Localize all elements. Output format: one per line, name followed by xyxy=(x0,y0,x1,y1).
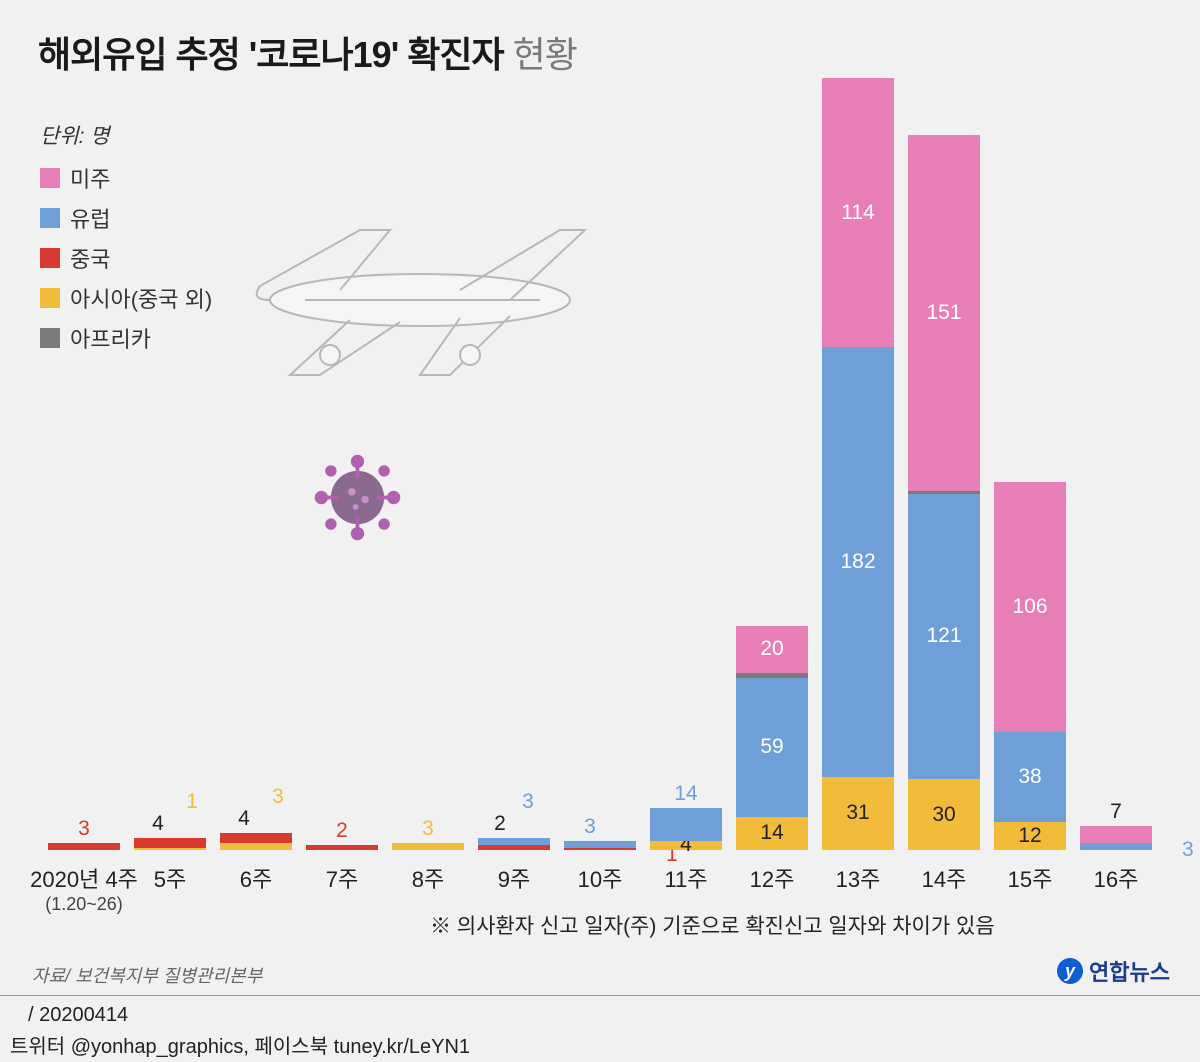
bar-segment-china: 1 xyxy=(564,848,636,850)
divider xyxy=(0,995,1200,996)
bar xyxy=(478,838,550,850)
x-axis-label: 10주 xyxy=(555,862,645,894)
value-label: 12 xyxy=(994,824,1066,848)
bar-segment-europe: 3 xyxy=(1080,843,1152,850)
value-label: 4 xyxy=(208,807,280,831)
value-label: 2 xyxy=(306,819,378,843)
value-label: 182 xyxy=(822,550,894,574)
bar: 4 xyxy=(650,808,722,850)
x-axis-label: 6주 xyxy=(211,862,301,894)
bar-segment-europe xyxy=(564,841,636,848)
x-axis-label: 7주 xyxy=(297,862,387,894)
value-label: 20 xyxy=(736,637,808,661)
value-label: 3 xyxy=(392,817,464,841)
x-axis-label: 14주 xyxy=(899,862,989,894)
bar-segment-africa: 1 xyxy=(908,491,980,493)
value-label: 38 xyxy=(994,765,1066,789)
chart-note: ※ 의사환자 신고 일자(주) 기준으로 확진신고 일자와 차이가 있음 xyxy=(430,910,995,940)
bar-segment-asia: 30 xyxy=(908,779,980,850)
bar-segment-europe: 121 xyxy=(908,494,980,780)
value-label: 3 xyxy=(554,815,626,839)
bar-segment-china xyxy=(134,838,206,847)
logo-mark: y xyxy=(1057,958,1083,984)
bar-segment-asia: 14 xyxy=(736,817,808,850)
value-label: 3 xyxy=(1182,838,1194,862)
bar-segment-asia: 12 xyxy=(994,822,1066,850)
x-axis-label: 8주 xyxy=(383,862,473,894)
title-bold: 해외유입 추정 '코로나19' 확진자 xyxy=(38,34,504,75)
value-label: 14 xyxy=(736,821,808,845)
bar: 30 121 1 151 xyxy=(908,135,980,850)
bar-segment-china xyxy=(48,843,120,850)
bar-segment-africa: 2 xyxy=(736,673,808,678)
value-label: 106 xyxy=(994,595,1066,619)
bar xyxy=(134,838,206,850)
bar: 12 38 106 xyxy=(994,482,1066,850)
bar: 31 182 114 xyxy=(822,78,894,850)
bar-segment-asia: 31 xyxy=(822,777,894,850)
value-label: 59 xyxy=(736,735,808,759)
chart: 3143423231341414592203118211430121115112… xyxy=(40,70,1160,850)
value-label: 4 xyxy=(122,812,194,836)
footer-date: / 20200414 xyxy=(28,1004,128,1027)
bar: 3 xyxy=(1080,826,1152,850)
value-label: 7 xyxy=(1080,800,1152,824)
bar-segment-china xyxy=(306,845,378,850)
x-axis-label: 15주 xyxy=(985,862,1075,894)
title-thin: 현황 xyxy=(513,34,577,75)
bar-segment-asia xyxy=(220,843,292,850)
bar xyxy=(306,845,378,850)
value-label: 14 xyxy=(650,782,722,806)
bar-segment-asia xyxy=(392,843,464,850)
bar-segment-asia: 4 xyxy=(650,841,722,850)
infographic-canvas: 해외유입 추정 '코로나19' 확진자 현황 단위: 명 미주유럽중국아시아(중… xyxy=(0,0,1200,1062)
value-label: 114 xyxy=(822,201,894,225)
x-axis-label: 12주 xyxy=(727,862,817,894)
bar xyxy=(220,833,292,850)
x-axis-label: 5주 xyxy=(125,862,215,894)
bar-segment-americas xyxy=(1080,826,1152,843)
bar-segment-asia xyxy=(134,848,206,850)
value-label: 2 xyxy=(464,812,536,836)
chart-plot: 3143423231341414592203118211430121115112… xyxy=(40,70,1160,850)
value-label: 3 xyxy=(242,785,314,809)
data-source: 자료/ 보건복지부 질병관리본부 xyxy=(32,962,262,988)
bar-segment-china xyxy=(220,833,292,842)
bar-segment-europe: 182 xyxy=(822,347,894,777)
bar xyxy=(48,843,120,850)
footer-social: 트위터 @yonhap_graphics, 페이스북 tuney.kr/LeYN… xyxy=(10,1030,470,1059)
bar-segment-europe: 59 xyxy=(736,678,808,817)
value-label: 3 xyxy=(48,817,120,841)
value-label: 3 xyxy=(492,790,564,814)
bar-segment-europe xyxy=(478,838,550,845)
bar-segment-americas: 151 xyxy=(908,135,980,491)
bar-segment-china xyxy=(478,845,550,850)
bar: 1 xyxy=(564,841,636,850)
value-label: 151 xyxy=(908,301,980,325)
bar: 14 59 2 20 xyxy=(736,626,808,850)
publisher-logo: y 연합뉴스 xyxy=(1057,955,1170,987)
x-axis: 2020년 4주(1.20~26)5주6주7주8주9주10주11주12주13주1… xyxy=(40,852,1160,912)
x-axis-sublabel: (1.20~26) xyxy=(24,894,144,915)
logo-text: 연합뉴스 xyxy=(1089,955,1170,987)
value-label: 30 xyxy=(908,803,980,827)
value-label: 31 xyxy=(822,801,894,825)
bar-segment-europe xyxy=(650,808,722,841)
x-axis-label: 13주 xyxy=(813,862,903,894)
bar-segment-americas: 106 xyxy=(994,482,1066,732)
value-label: 121 xyxy=(908,624,980,648)
bar-segment-europe: 38 xyxy=(994,732,1066,822)
bar-segment-americas: 114 xyxy=(822,78,894,347)
x-axis-label: 11주 xyxy=(641,862,731,894)
x-axis-label: 9주 xyxy=(469,862,559,894)
bar-segment-americas: 20 xyxy=(736,626,808,673)
x-axis-label: 16주 xyxy=(1071,862,1161,894)
bar xyxy=(392,843,464,850)
